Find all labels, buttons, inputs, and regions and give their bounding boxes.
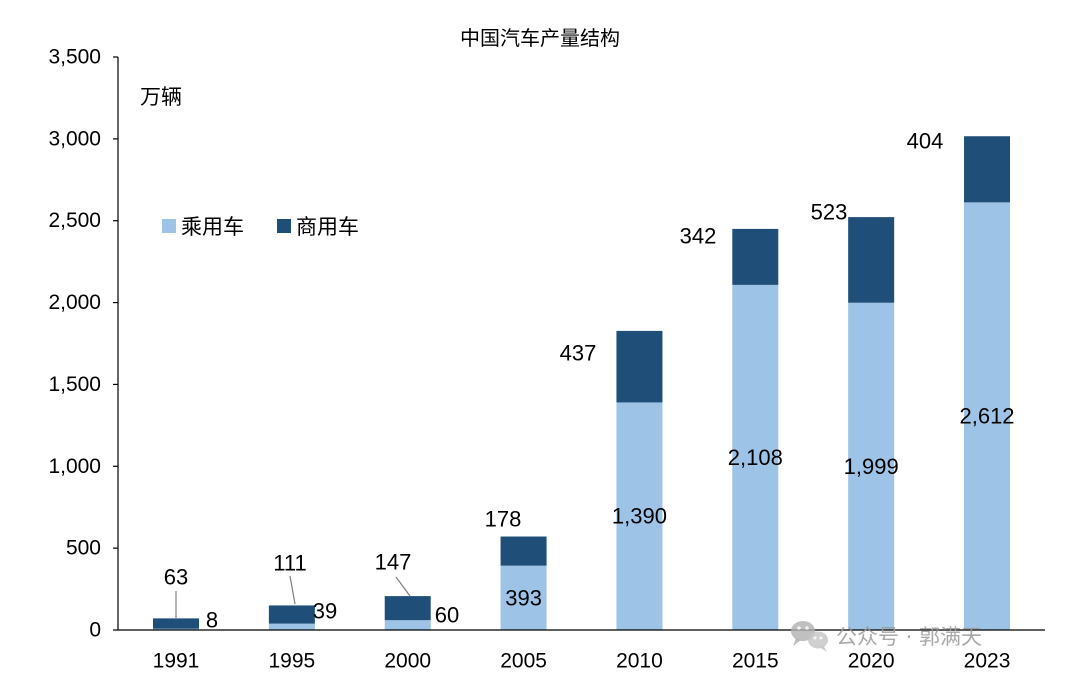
wechat-icon bbox=[791, 621, 828, 652]
x-axis-labels: 1991 1995 2000 2005 2010 2015 2020 2023 bbox=[153, 650, 1011, 673]
label-commercial-1995: 111 bbox=[273, 551, 306, 576]
label-commercial-2005: 178 bbox=[485, 507, 522, 532]
bar-passenger-2005 bbox=[500, 565, 547, 630]
y-tick-label-2500: 2,500 bbox=[48, 209, 101, 232]
label-commercial-2010: 437 bbox=[560, 341, 597, 366]
legend-label-commercial: 商用车 bbox=[296, 215, 359, 239]
label-commercial-2000: 147 bbox=[375, 550, 412, 575]
label-passenger-1995: 39 bbox=[313, 599, 337, 624]
x-tick-label-1995: 1995 bbox=[269, 650, 316, 673]
data-labels: 8 63 39 111 60 147 393 178 1,390 437 2,108 342 1,999… bbox=[164, 129, 1015, 633]
bar-passenger-2015 bbox=[732, 284, 779, 630]
label-passenger-2005: 393 bbox=[505, 585, 542, 610]
x-tick-label-2023: 2023 bbox=[964, 650, 1011, 673]
bar-passenger-1995 bbox=[268, 623, 315, 630]
bar-passenger-2010 bbox=[616, 402, 663, 630]
bar-commercial-2020 bbox=[848, 217, 895, 303]
bar-commercial-2010 bbox=[616, 330, 663, 403]
x-tick-label-2010: 2010 bbox=[616, 650, 663, 673]
x-tick-label-2005: 2005 bbox=[500, 650, 547, 673]
y-tick-label-3500: 3,500 bbox=[48, 46, 101, 69]
leader-lines bbox=[175, 575, 411, 618]
leader-line-commercial-1995 bbox=[289, 575, 296, 605]
y-tick-label-0: 0 bbox=[89, 619, 101, 642]
label-passenger-1991: 8 bbox=[206, 608, 218, 633]
y-axis-ticks: 0 500 1,000 1,500 2,000 2,500 3,000 3,500 bbox=[48, 46, 118, 642]
legend-swatch-passenger bbox=[162, 219, 176, 233]
label-passenger-2000: 60 bbox=[435, 603, 459, 628]
chart-title: 中国汽车产量结构 bbox=[460, 26, 620, 50]
bar-commercial-2000 bbox=[384, 596, 431, 621]
label-commercial-1991: 63 bbox=[164, 565, 188, 590]
x-tick-label-2015: 2015 bbox=[732, 650, 779, 673]
leader-line-commercial-2000 bbox=[395, 576, 411, 597]
bar-commercial-2023 bbox=[964, 136, 1011, 203]
label-commercial-2020: 523 bbox=[811, 200, 848, 225]
x-tick-label-2000: 2000 bbox=[384, 650, 431, 673]
bar-commercial-1995 bbox=[268, 605, 315, 624]
y-tick-label-3000: 3,000 bbox=[48, 127, 101, 150]
y-tick-label-2000: 2,000 bbox=[48, 291, 101, 314]
label-commercial-2023: 404 bbox=[907, 129, 944, 154]
watermark-text: 公众号 · 郭满天 bbox=[836, 625, 982, 649]
legend-label-passenger: 乘用车 bbox=[181, 215, 244, 239]
label-passenger-2010: 1,390 bbox=[612, 504, 667, 529]
x-tick-label-1991: 1991 bbox=[153, 650, 200, 673]
y-tick-label-1000: 1,000 bbox=[48, 455, 101, 478]
label-passenger-2020: 1,999 bbox=[844, 454, 899, 479]
y-tick-label-1500: 1,500 bbox=[48, 373, 101, 396]
label-passenger-2015: 2,108 bbox=[728, 445, 783, 470]
bar-passenger-2023 bbox=[964, 202, 1011, 630]
label-commercial-2015: 342 bbox=[680, 224, 717, 249]
legend-swatch-commercial bbox=[277, 219, 291, 233]
label-passenger-2023: 2,612 bbox=[959, 404, 1014, 429]
bar-passenger-2000 bbox=[384, 620, 431, 630]
legend: 乘用车 商用车 bbox=[162, 215, 359, 239]
bar-passenger-2020 bbox=[848, 302, 895, 630]
bars bbox=[153, 136, 1011, 630]
bar-commercial-1991 bbox=[153, 618, 199, 629]
y-axis-unit-label: 万辆 bbox=[140, 85, 182, 109]
bar-commercial-2005 bbox=[500, 536, 547, 566]
bar-commercial-2015 bbox=[732, 228, 779, 285]
x-tick-label-2020: 2020 bbox=[848, 650, 895, 673]
watermark: 公众号 · 郭满天 bbox=[791, 621, 982, 652]
y-tick-label-500: 500 bbox=[66, 537, 101, 560]
bar-passenger-1991 bbox=[153, 628, 199, 630]
